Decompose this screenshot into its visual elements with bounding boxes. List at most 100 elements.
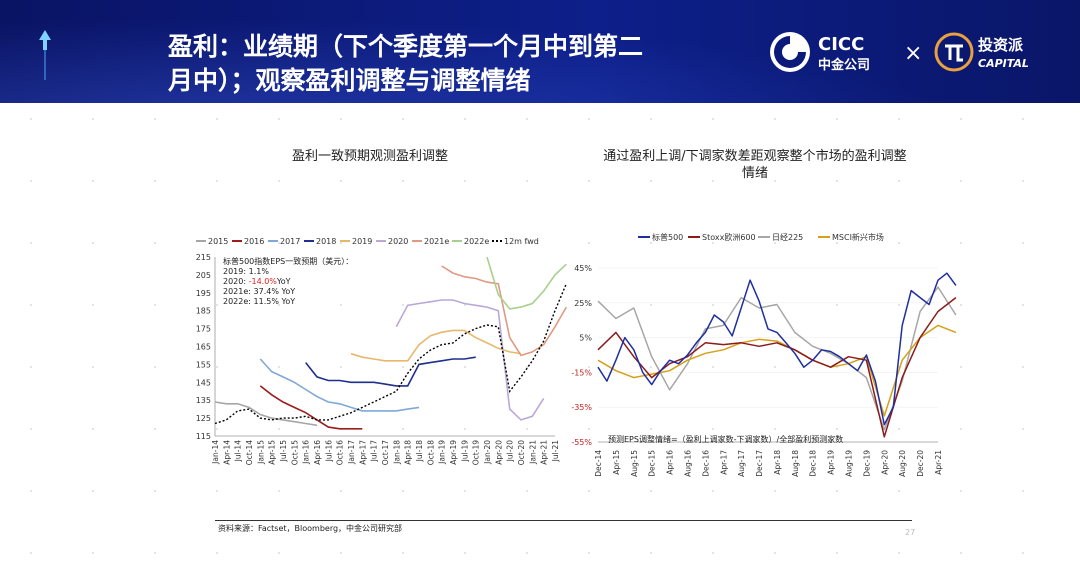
background-dot: [650, 118, 652, 120]
slide-title: 盈利：业绩期（下个季度第一个月中到第二 月中）；观察盈利调整与调整情绪: [168, 30, 728, 98]
background-dot: [464, 118, 466, 120]
background-dot: [836, 304, 838, 306]
background-dot: [464, 552, 466, 554]
x-tick-label: Jan-20: [483, 440, 492, 465]
background-dot: [216, 180, 218, 182]
background-dot: [526, 366, 528, 368]
x-tick-label: Apr-20: [494, 440, 503, 465]
background-dot: [402, 552, 404, 554]
background-dot: [960, 366, 962, 368]
background-dot: [1022, 428, 1024, 430]
background-dot: [836, 180, 838, 182]
background-dot: [464, 428, 466, 430]
x-tick-label: Apr-19: [827, 450, 836, 475]
background-dot: [402, 490, 404, 492]
touzipai-logo-ring: [934, 32, 974, 72]
background-dot: [464, 242, 466, 244]
background-dot: [712, 366, 714, 368]
y-tick-label: 205: [196, 271, 211, 280]
series-line-2016: [259, 385, 363, 430]
background-dot: [340, 304, 342, 306]
background-dot: [836, 242, 838, 244]
background-dot: [402, 180, 404, 182]
background-dot: [526, 242, 528, 244]
source-note: 资料来源：Factset，Bloomberg，中金公司研究部: [218, 524, 403, 533]
background-dot: [650, 366, 652, 368]
background-dot: [30, 428, 32, 430]
background-dot: [154, 180, 156, 182]
x-axis: Jan-14 Apr-14 Jul-14 Oct-14 Jan-15 Apr-15 Jul-…: [211, 435, 560, 465]
background-dot: [216, 242, 218, 244]
background-dot: [774, 552, 776, 554]
series-line-2021e: [441, 265, 567, 357]
x-tick-label: Aug-15: [630, 450, 639, 477]
background-dot: [92, 552, 94, 554]
background-dot: [774, 490, 776, 492]
background-dot: [712, 242, 714, 244]
x-tick-label: Oct-14: [245, 440, 254, 465]
background-dot: [278, 304, 280, 306]
background-dot: [712, 490, 714, 492]
x-tick-label: Jan-19: [438, 440, 447, 465]
y-tick-label: 165: [196, 343, 211, 352]
x-tick-label: Oct-16: [336, 440, 345, 465]
background-dot: [960, 490, 962, 492]
background-dot: [30, 490, 32, 492]
background-dot: [278, 552, 280, 554]
background-dot: [92, 242, 94, 244]
x-tick-label: Jul-15: [279, 440, 288, 463]
svg-text:×: ×: [904, 41, 922, 66]
x-tick-label: Apr-18: [773, 450, 782, 475]
cicc-logo: CICC 中金公司: [770, 32, 870, 73]
background-dot: [1022, 304, 1024, 306]
x-tick-label: Dec-18: [809, 450, 818, 477]
x-tick-label: Aug-19: [845, 450, 854, 477]
x-tick-label: Jan-17: [347, 440, 356, 465]
footer-divider: [215, 520, 912, 521]
y-tick-label: 175: [196, 325, 211, 334]
background-dot: [278, 180, 280, 182]
background-dot: [154, 552, 156, 554]
x-tick-label: Apr-17: [358, 440, 367, 465]
background-dot: [464, 304, 466, 306]
y-tick-label: 145: [196, 378, 211, 387]
touzipai-logo-cn: 投资派: [978, 36, 1024, 54]
series-group: [597, 272, 957, 438]
x-tick-label: Jul-16: [324, 440, 333, 463]
x-tick-label: Apr-20: [880, 450, 889, 475]
y-tick-label: 25%: [574, 299, 592, 308]
series-line-2020: [395, 299, 545, 421]
series-line-2019: [350, 329, 522, 362]
background-dot: [960, 552, 962, 554]
x-tick-label: Apr-19: [449, 440, 458, 465]
background-dot: [154, 304, 156, 306]
background-dot: [960, 118, 962, 120]
background-dot: [588, 490, 590, 492]
x-tick-label: Apr-16: [313, 440, 322, 465]
background-dot: [278, 490, 280, 492]
x-tick-label: Dec-15: [648, 450, 657, 477]
background-dot: [278, 428, 280, 430]
background-dot: [526, 428, 528, 430]
x-tick-label: Apr-15: [268, 440, 277, 465]
annotation-line-2022e: 2022e: 11.5% YoY: [223, 297, 295, 306]
background-dot: [92, 304, 94, 306]
background-dot: [836, 490, 838, 492]
background-dot: [402, 304, 404, 306]
background-dot: [898, 428, 900, 430]
legend-label-msci-em: MSCI新兴市场: [832, 232, 884, 242]
x-tick-label: Apr-21: [540, 440, 549, 465]
background-dot: [340, 180, 342, 182]
y-tick-label: 135: [196, 396, 211, 405]
background-dot: [340, 242, 342, 244]
legend-label-2016: 2016: [244, 237, 264, 246]
background-dot: [1022, 118, 1024, 120]
legend-label-2019: 2019: [352, 237, 372, 246]
x-tick-label: Dec-19: [862, 450, 871, 477]
background-dot: [154, 242, 156, 244]
x-tick-label: Jan-21: [528, 440, 537, 465]
background-dot: [216, 552, 218, 554]
x-tick-label: Jul-14: [234, 440, 243, 463]
y-tick-label: 125: [196, 414, 211, 423]
series-group: [214, 256, 567, 430]
